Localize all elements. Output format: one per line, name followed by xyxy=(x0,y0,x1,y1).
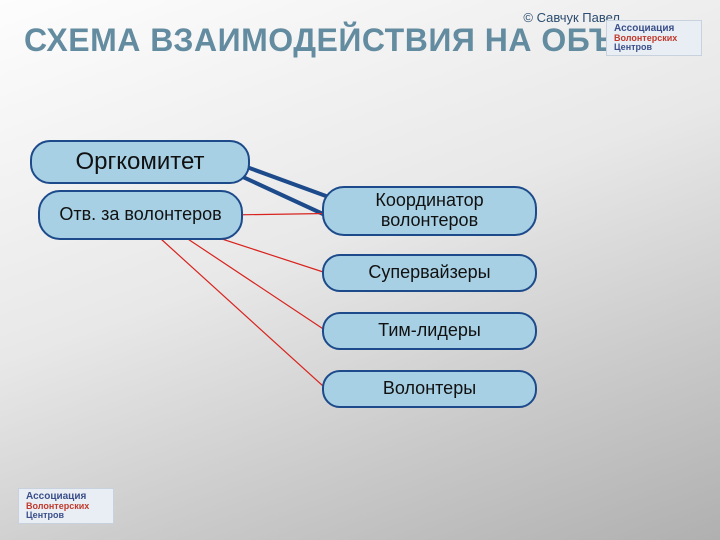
edge-resp-teamlead xyxy=(186,238,327,332)
node-teamlead: Тим-лидеры xyxy=(322,312,537,350)
logo-badge-bottom: Ассоциация Волонтерских Центров xyxy=(18,488,114,524)
badge-line3: Центров xyxy=(26,511,108,520)
node-resp: Отв. за волонтеров xyxy=(38,190,243,240)
slide: СХЕМА ВЗАИМОДЕЙСТВИЯ НА ОБЪЕКТЕ © Савчук… xyxy=(0,0,720,540)
node-super: Супервайзеры xyxy=(322,254,537,292)
node-volunteers: Волонтеры xyxy=(322,370,537,408)
node-orgcomm: Оргкомитет xyxy=(30,140,250,184)
node-coord: Координатор волонтеров xyxy=(322,186,537,236)
